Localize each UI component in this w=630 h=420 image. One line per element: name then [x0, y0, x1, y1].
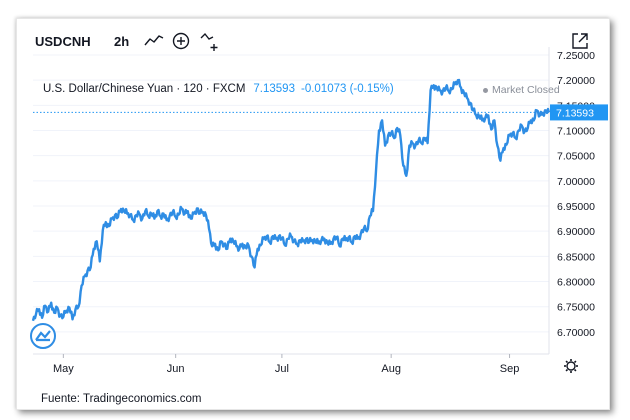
price-tag — [550, 104, 608, 121]
y-tick-label: 7.10000 — [557, 126, 595, 138]
y-tick-label: 6.95000 — [557, 201, 595, 213]
y-tick-label: 7.05000 — [557, 151, 595, 163]
y-tick-label: 6.85000 — [557, 251, 595, 263]
y-tick-label: 6.80000 — [557, 277, 595, 289]
y-tick-label: 7.25000 — [557, 50, 595, 62]
source-caption: Fuente: Tradingeconomics.com — [41, 393, 202, 405]
x-tick-label: Aug — [381, 363, 401, 375]
price-chart[interactable]: 6.70000 6.75000 6.80000 6.85000 6.90000 6.950… — [17, 19, 609, 409]
add-indicator-icon[interactable] — [169, 29, 193, 53]
chart-legend: U.S. Dollar/Chinese Yuan · 120 · FXCM 7.1… — [43, 83, 394, 95]
legend-change: -0.01073 (-0.15%) — [300, 83, 394, 95]
x-tick-label: Jun — [167, 363, 185, 375]
y-tick-label: 6.75000 — [557, 302, 595, 314]
y-tick-label: 7.20000 — [557, 75, 595, 87]
status-dot-icon — [483, 87, 488, 93]
popout-icon[interactable] — [568, 29, 592, 53]
y-tick-label: 6.70000 — [557, 327, 595, 339]
interval-selector[interactable]: 2h — [114, 34, 130, 49]
x-tick-label: May — [53, 363, 74, 375]
symbol-label[interactable]: USDCNH — [35, 34, 91, 49]
chart-widget: USDCNH 2h 6.70000 6.75000 6.80000 6.85000 6.… — [16, 18, 610, 410]
y-tick-label: 7.00000 — [557, 176, 595, 188]
x-tick-label: Jul — [275, 363, 289, 375]
price-line — [31, 78, 551, 322]
settings-icon[interactable] — [564, 359, 578, 373]
y-tick-label: 6.90000 — [557, 226, 595, 238]
price-tag-label: 7.13593 — [556, 107, 594, 119]
market-status: Market Closed — [483, 84, 560, 96]
compare-icon[interactable] — [198, 29, 222, 53]
chart-toolbar: USDCNH 2h — [17, 19, 609, 65]
x-tick-label: Sep — [500, 363, 520, 375]
chart-logo — [30, 323, 56, 349]
legend-price: 7.13593 — [253, 83, 295, 95]
instrument-label: U.S. Dollar/Chinese Yuan · 120 · FXCM — [43, 83, 246, 95]
market-status-label: Market Closed — [492, 84, 560, 96]
line-style-icon[interactable] — [142, 29, 166, 53]
